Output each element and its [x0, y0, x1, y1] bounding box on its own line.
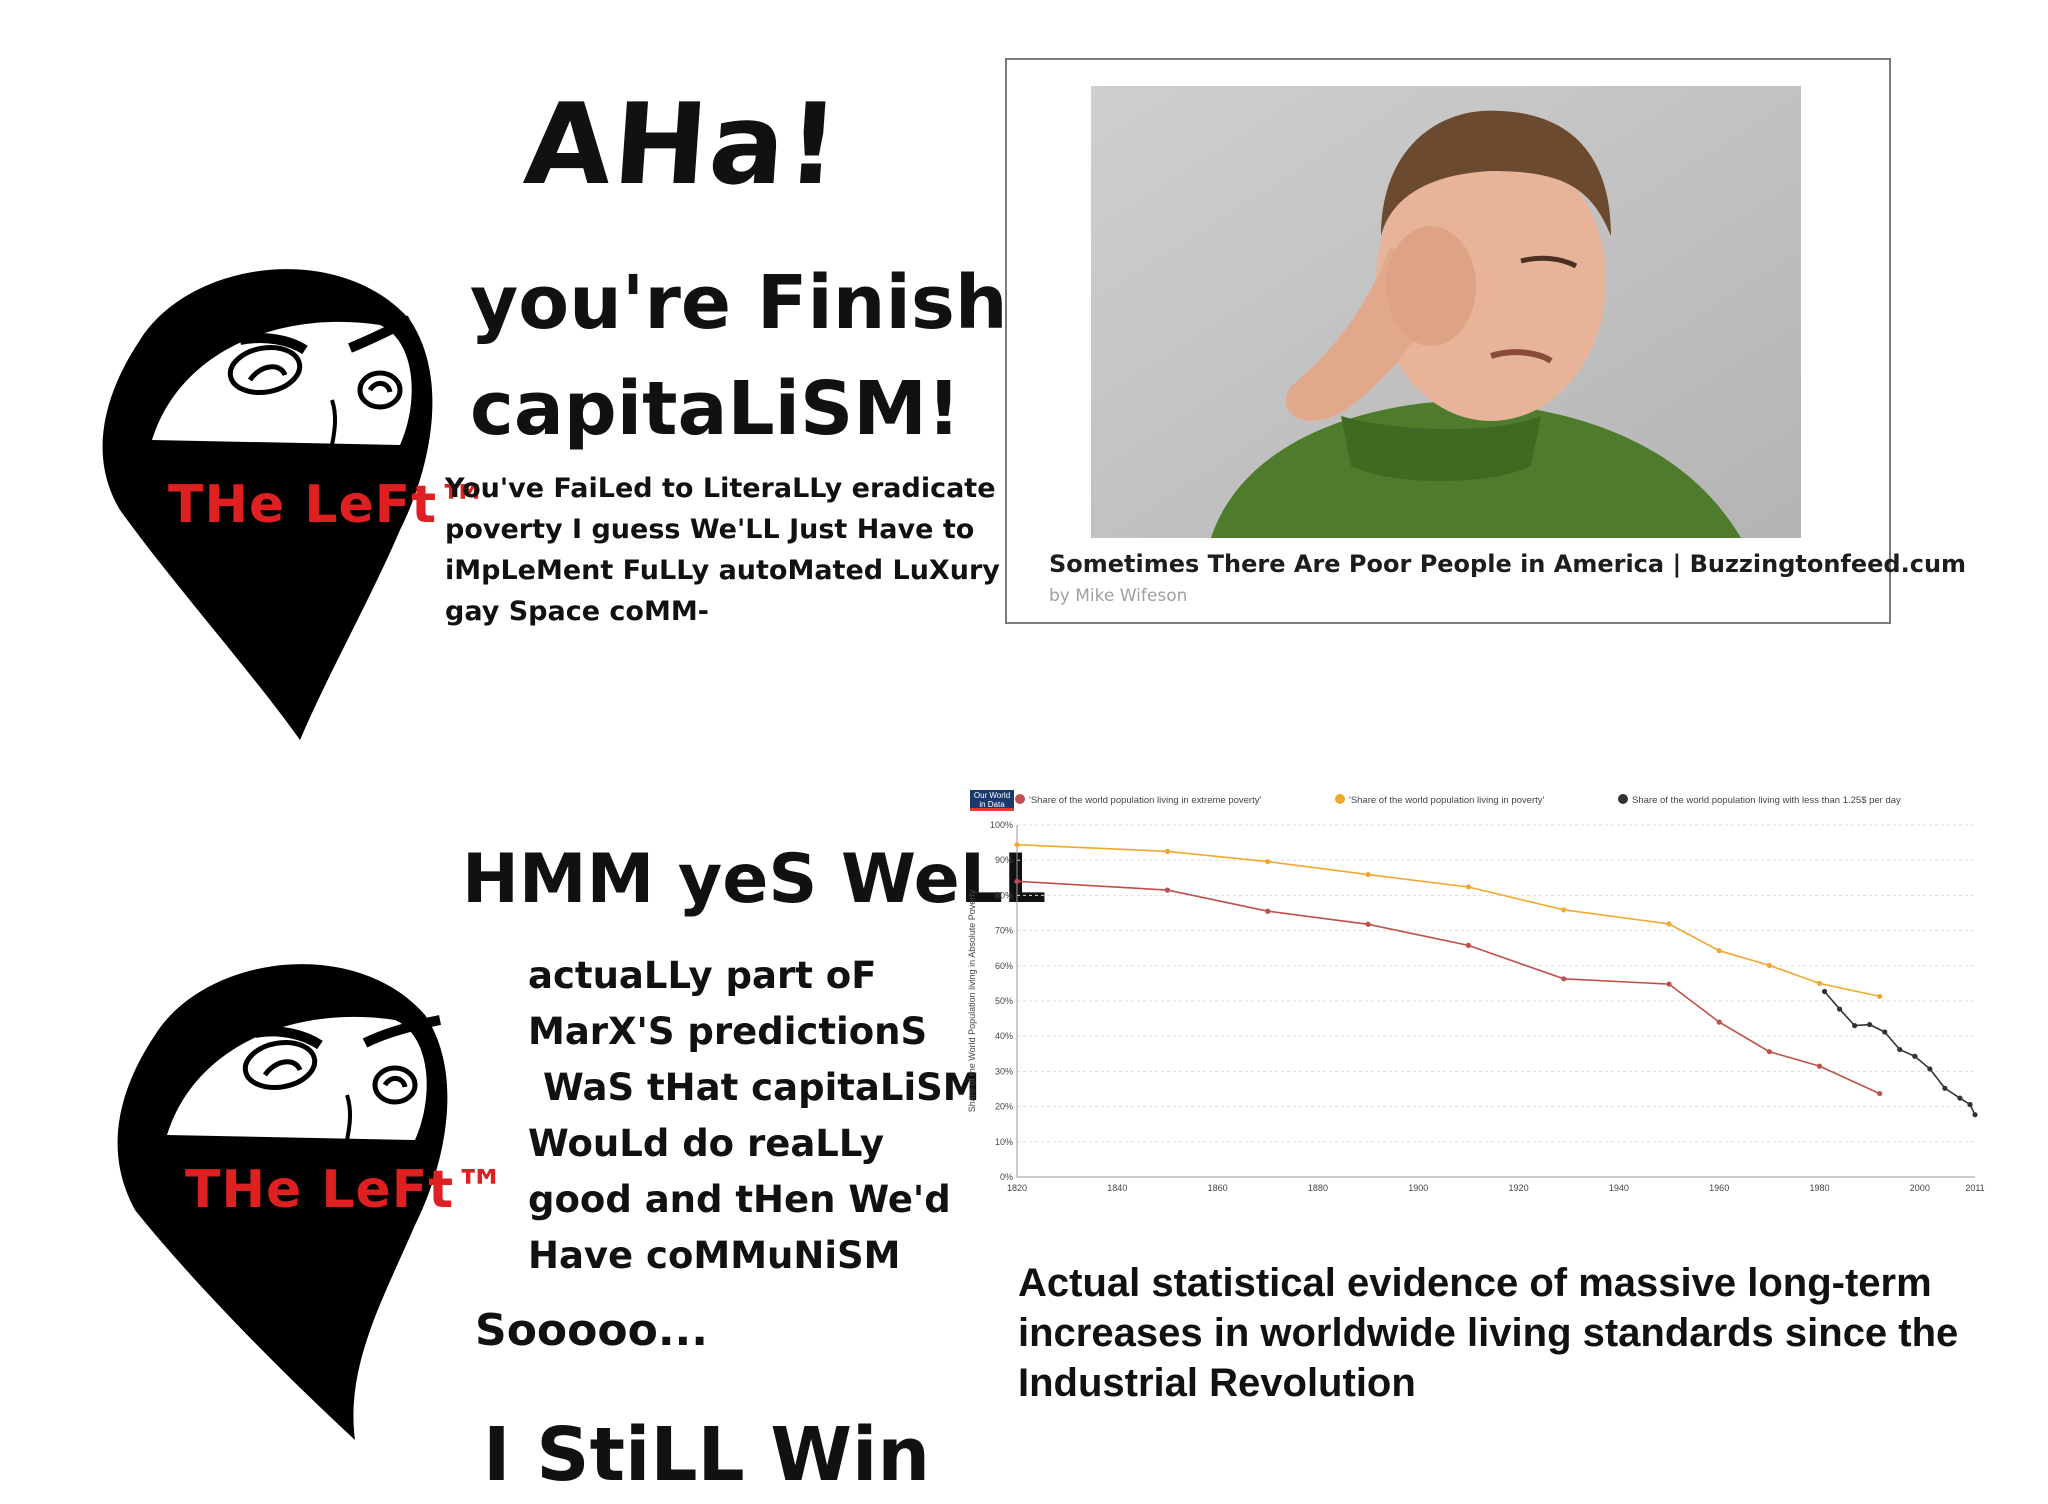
legend-swatch — [1618, 794, 1628, 804]
legend-swatch — [1015, 794, 1025, 804]
y-tick-label: 10% — [995, 1137, 1013, 1147]
data-point — [1465, 942, 1472, 948]
data-point — [1912, 1053, 1918, 1059]
y-tick-label: 0% — [1000, 1172, 1013, 1182]
x-tick-label: 1860 — [1208, 1183, 1228, 1193]
x-tick-label: 2000 — [1910, 1183, 1930, 1193]
data-point — [1014, 842, 1020, 848]
y-tick-label: 40% — [995, 1031, 1013, 1041]
data-point — [1766, 1049, 1772, 1055]
data-point — [1967, 1101, 1973, 1108]
y-axis-label: Share of the World Population living in … — [967, 889, 977, 1112]
the-left-label-2: THe LeFt™ — [185, 1160, 508, 1220]
masked-face-bottom — [117, 964, 448, 1440]
data-point — [1766, 962, 1772, 969]
owid-logo-text: in Data — [979, 800, 1005, 809]
data-point — [1265, 908, 1271, 914]
x-tick-label: 1840 — [1107, 1183, 1127, 1193]
data-point — [1877, 1090, 1883, 1097]
data-point — [1942, 1085, 1948, 1091]
data-point — [1164, 848, 1171, 854]
failed-poverty-text: You've FaiLed to LiteraLLy eradicate pov… — [445, 473, 1000, 627]
x-tick-label: 1980 — [1809, 1183, 1829, 1193]
data-point — [1164, 887, 1171, 893]
data-point — [1816, 1063, 1823, 1069]
series-line — [1823, 990, 1976, 1116]
article-byline: by Mike Wifeson — [1049, 586, 1188, 606]
marx-line: MarX'S predictionS — [528, 1010, 928, 1053]
data-point — [1561, 976, 1567, 982]
data-point — [1897, 1046, 1903, 1053]
legend-label: 'Share of the world population living in… — [1029, 795, 1261, 806]
i-still-win-text: I StiLL Win — [483, 1412, 931, 1498]
data-point — [1972, 1112, 1978, 1118]
marx-line: actuaLLy part oF — [528, 954, 877, 997]
soooo-text: Sooooo... — [475, 1305, 708, 1356]
marx-line: WouLd do reaLLy — [528, 1122, 885, 1165]
y-tick-label: 80% — [995, 890, 1013, 900]
marx-line: WaS tHat capitaLiSM — [543, 1066, 980, 1109]
y-tick-label: 60% — [995, 961, 1013, 971]
article-title[interactable]: Sometimes There Are Poor People in Ameri… — [1049, 550, 1967, 578]
series-line — [1016, 880, 1881, 1095]
the-left-label: THe LeFt™ — [168, 475, 491, 535]
data-point — [1836, 1006, 1843, 1012]
data-point — [1561, 907, 1567, 913]
y-tick-label: 70% — [995, 926, 1013, 936]
data-point — [1882, 1029, 1888, 1035]
data-point — [1957, 1095, 1963, 1101]
y-tick-label: 90% — [995, 855, 1013, 865]
data-point — [1821, 988, 1828, 995]
crying-man-photo — [1091, 86, 1801, 538]
x-tick-label: 1940 — [1609, 1183, 1629, 1193]
data-point — [1852, 1023, 1858, 1029]
aha-heading: AHa! — [520, 80, 845, 210]
marx-line: good and tHen We'd — [528, 1178, 951, 1221]
legend-swatch — [1335, 794, 1345, 804]
data-point — [1014, 878, 1020, 884]
data-point — [1365, 921, 1371, 927]
chart-caption: Actual statistical evidence of massive l… — [1018, 1261, 1959, 1405]
x-tick-label: 1960 — [1709, 1183, 1729, 1193]
data-point — [1877, 993, 1883, 1000]
x-tick-label: 1920 — [1509, 1183, 1529, 1193]
owid-logo-text: Our World — [974, 791, 1010, 800]
article-card[interactable]: Sometimes There Are Poor People in Ameri… — [1005, 58, 1966, 624]
owid-logo-box — [970, 790, 1014, 810]
marx-line: Have coMMuNiSM — [528, 1234, 901, 1277]
finished-line-2: capitaLiSM! — [470, 366, 961, 452]
x-tick-label: 1900 — [1408, 1183, 1428, 1193]
x-tick-label: 2011 — [1965, 1183, 1984, 1193]
legend-label: Share of the world population living wit… — [1632, 795, 1901, 806]
x-tick-label: 1880 — [1308, 1183, 1328, 1193]
series-line — [1016, 843, 1880, 998]
y-tick-label: 100% — [990, 820, 1013, 830]
data-point — [1666, 921, 1672, 927]
y-tick-label: 30% — [995, 1066, 1013, 1076]
data-point — [1465, 884, 1472, 890]
data-point — [1365, 872, 1371, 878]
data-point — [1716, 1019, 1722, 1025]
owid-logo-underline — [970, 808, 1014, 811]
y-tick-label: 50% — [995, 996, 1013, 1006]
legend-label: 'Share of the world population living in… — [1349, 795, 1545, 806]
y-tick-label: 20% — [995, 1102, 1013, 1112]
data-point — [1666, 981, 1672, 987]
data-point — [1927, 1066, 1933, 1072]
marx-predictions-text: actuaLLy part oF MarX'S predictionS WaS … — [528, 948, 980, 1284]
hmm-yes-well-heading: HMM yeS WeLL — [462, 840, 1047, 919]
masked-face-top — [102, 269, 433, 740]
data-point — [1716, 948, 1722, 954]
data-point — [1816, 980, 1823, 986]
x-tick-label: 1820 — [1007, 1183, 1027, 1193]
data-point — [1867, 1021, 1873, 1028]
data-point — [1265, 859, 1271, 865]
